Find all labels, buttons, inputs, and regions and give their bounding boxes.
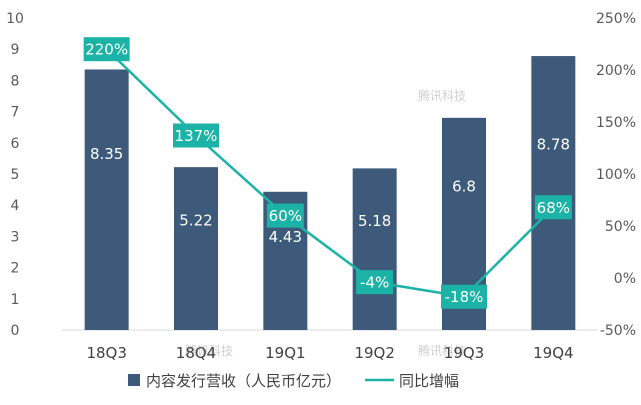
left-tick-8: 8	[11, 73, 20, 89]
bar-18Q3	[84, 69, 129, 330]
growth-label-18Q3: 220%	[85, 41, 128, 59]
left-tick-10: 10	[6, 11, 24, 27]
bar-value-label-19Q3: 6.8	[452, 178, 476, 196]
category-labels: 18Q3 18Q4 19Q1 19Q2 19Q3 19Q4	[86, 344, 573, 362]
watermark-text-3: 腾讯科技	[418, 343, 466, 358]
watermark-text-2: 腾讯科技	[185, 343, 233, 358]
legend: 内容发行营收（人民币亿元） 同比增幅	[128, 372, 459, 390]
growth-label-19Q4: 68%	[537, 199, 570, 217]
legend-label-growth: 同比增幅	[399, 372, 459, 390]
growth-line	[105, 48, 555, 299]
legend-swatch-bar	[128, 374, 140, 386]
growth-label-box-19Q4	[534, 195, 572, 220]
right-tick-0%: 0%	[614, 271, 636, 287]
legend-label-revenue: 内容发行营收（人民币亿元）	[146, 372, 341, 390]
growth-label-18Q4: 137%	[175, 127, 218, 145]
right-tick-200%: 200%	[596, 63, 636, 79]
left-tick-4: 4	[11, 198, 20, 214]
growth-line-series: 220% 137% 60% -4% -18% 68%	[83, 37, 572, 309]
category-label-18Q4: 18Q4	[176, 344, 216, 362]
watermark-text-1: 腾讯科技	[418, 88, 466, 103]
growth-label-box-18Q3	[83, 37, 130, 62]
bar-value-label-19Q4: 8.78	[537, 136, 570, 154]
left-tick-9: 9	[11, 42, 20, 58]
left-axis: 0 1 2 3 4 5 6 7 8 9 10	[6, 11, 24, 339]
left-tick-3: 3	[11, 229, 20, 245]
right-tick-100%: 100%	[596, 167, 636, 183]
left-tick-6: 6	[11, 136, 20, 152]
left-tick-5: 5	[11, 167, 20, 183]
left-tick-0: 0	[11, 323, 20, 339]
growth-label-box-19Q1	[266, 203, 304, 228]
left-tick-2: 2	[11, 261, 20, 277]
growth-label-19Q2: -4%	[360, 274, 389, 292]
bar-19Q4	[531, 56, 576, 331]
category-label-18Q3: 18Q3	[86, 344, 126, 362]
category-label-19Q1: 19Q1	[265, 344, 305, 362]
growth-label-box-19Q2	[356, 270, 394, 295]
growth-label-box-19Q3	[441, 284, 487, 309]
growth-label-19Q3: -18%	[445, 288, 484, 306]
bar-18Q4	[174, 167, 218, 330]
right-tick-250%: 250%	[596, 11, 636, 27]
left-tick-7: 7	[11, 105, 20, 121]
growth-label-19Q1: 60%	[269, 207, 302, 225]
bar-value-label-18Q3: 8.35	[90, 145, 123, 163]
category-label-19Q3: 19Q3	[444, 344, 484, 362]
bar-19Q2	[352, 168, 397, 330]
bar-value-label-19Q2: 5.18	[358, 212, 391, 230]
right-tick--50%: -50%	[600, 323, 636, 339]
category-label-19Q2: 19Q2	[354, 344, 394, 362]
category-label-19Q4: 19Q4	[533, 344, 573, 362]
left-tick-1: 1	[11, 292, 20, 308]
bar-value-label-18Q4: 5.22	[179, 211, 212, 229]
growth-label-box-18Q4	[173, 123, 219, 148]
bars: 8.35 5.22 4.43 5.18 6.8 8.78	[84, 56, 576, 331]
right-tick-150%: 150%	[596, 115, 636, 131]
right-axis: -50% 0% 50% 100% 150% 200% 250%	[596, 11, 636, 339]
bar-value-label-19Q1: 4.43	[269, 228, 302, 246]
right-tick-50%: 50%	[605, 219, 636, 235]
